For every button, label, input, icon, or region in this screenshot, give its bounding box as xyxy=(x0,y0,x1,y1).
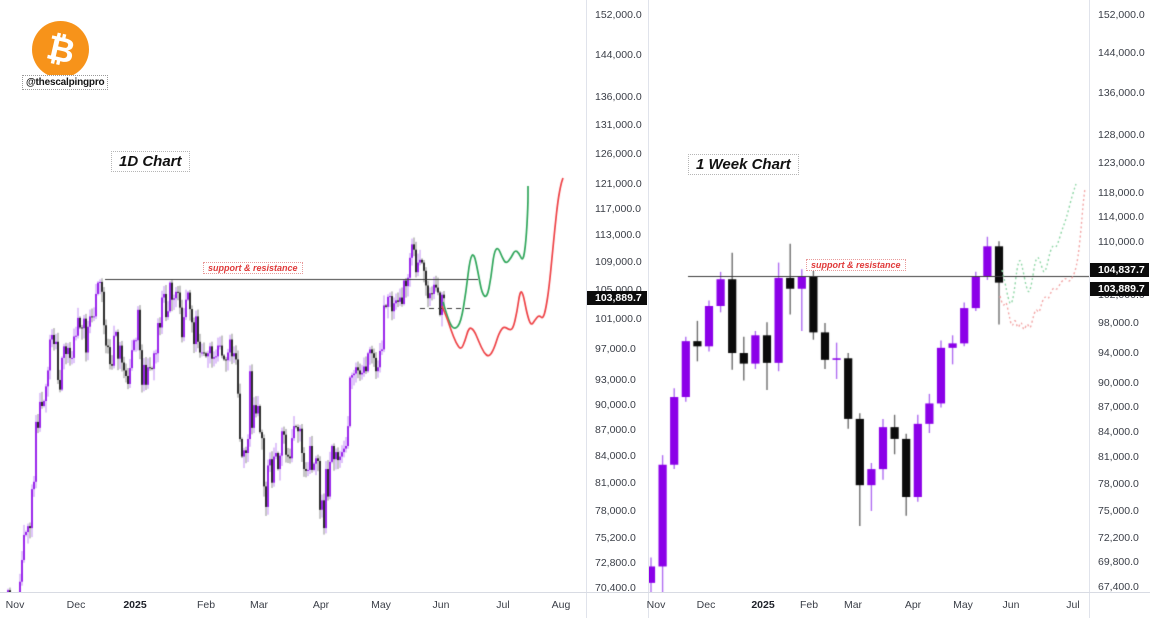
time-tick-label: May xyxy=(371,599,391,611)
price-tick-label: 84,000.0 xyxy=(1098,425,1139,438)
time-tick-label: Jul xyxy=(1066,599,1080,611)
price-tick-label: 72,200.0 xyxy=(1098,532,1139,545)
price-tick-label: 78,000.0 xyxy=(1098,477,1139,490)
price-tick-label: 75,200.0 xyxy=(595,532,636,545)
weekly-chart-title[interactable]: 1 Week Chart xyxy=(688,154,799,175)
price-tick-label: 152,000.0 xyxy=(595,8,642,21)
price-badge: 104,837.7 xyxy=(1089,263,1149,278)
price-tick-label: 152,000.0 xyxy=(1098,8,1145,21)
daily-price-axis[interactable]: 152,000.0 144,000.0 136,000.0 131,000.0 126,… xyxy=(586,0,648,594)
time-tick-label: Dec xyxy=(66,599,86,611)
time-tick-label: Nov xyxy=(5,599,25,611)
price-tick-label: 70,400.0 xyxy=(595,581,636,594)
daily-chart-title[interactable]: 1D Chart xyxy=(111,151,190,172)
price-tick-label: 75,000.0 xyxy=(1098,505,1139,518)
price-tick-label: 114,000.0 xyxy=(1098,210,1144,223)
time-axis-separator xyxy=(0,592,1150,593)
price-tick-label: 78,000.0 xyxy=(595,505,636,518)
time-tick-label: Mar xyxy=(249,599,269,611)
price-tick-label: 144,000.0 xyxy=(595,48,642,61)
daily-chart-plot[interactable] xyxy=(0,0,586,592)
price-tick-label: 90,000.0 xyxy=(595,398,636,411)
price-tick-label: 144,000.0 xyxy=(1098,46,1145,59)
price-tick-label: 97,000.0 xyxy=(595,342,636,355)
time-tick-label: Jun xyxy=(1002,599,1020,611)
weekly-chart-plot[interactable] xyxy=(648,0,1089,592)
price-tick-label: 90,000.0 xyxy=(1098,377,1139,390)
price-tick-label: 84,000.0 xyxy=(595,450,636,463)
price-tick-label: 136,000.0 xyxy=(595,91,642,104)
axis-separator xyxy=(586,0,587,618)
time-tick-label: 2025 xyxy=(123,599,147,611)
price-tick-label: 117,000.0 xyxy=(595,203,641,216)
price-tick-label: 110,000.0 xyxy=(1098,235,1144,248)
price-tick-label: 126,000.0 xyxy=(595,148,642,161)
weekly-price-axis[interactable]: 152,000.0 144,000.0 136,000.0 128,000.0 123,… xyxy=(1089,0,1150,593)
time-tick-label: May xyxy=(953,599,973,611)
price-tick-label: 123,000.0 xyxy=(1098,157,1145,170)
time-tick-label: Apr xyxy=(312,599,330,611)
price-badge: 103,889.7 xyxy=(1089,281,1149,296)
price-tick-label: 69,800.0 xyxy=(1098,555,1139,568)
price-tick-label: 94,000.0 xyxy=(1098,346,1139,359)
bitcoin-logo: ₿ xyxy=(32,21,89,78)
watermark-handle: @thescalpingpro xyxy=(22,75,109,90)
time-tick-label: 2025 xyxy=(751,599,775,611)
time-tick-label: Jul xyxy=(496,599,510,611)
price-tick-label: 93,000.0 xyxy=(595,374,636,387)
panel-separator xyxy=(648,0,649,618)
time-tick-label: Feb xyxy=(196,599,216,611)
price-tick-label: 109,000.0 xyxy=(595,256,642,269)
price-tick-label: 101,000.0 xyxy=(595,312,642,325)
price-tick-label: 87,000.0 xyxy=(1098,400,1139,413)
price-tick-label: 121,000.0 xyxy=(595,178,642,191)
price-badge: 103,889.7 xyxy=(586,291,647,306)
time-tick-label: Jun xyxy=(432,599,450,611)
price-tick-label: 136,000.0 xyxy=(1098,86,1145,99)
time-tick-label: Mar xyxy=(843,599,863,611)
time-tick-label: Feb xyxy=(799,599,819,611)
price-tick-label: 67,400.0 xyxy=(1098,580,1139,593)
price-tick-label: 128,000.0 xyxy=(1098,129,1145,142)
support-resistance-label-weekly[interactable]: support & resistance xyxy=(806,259,906,271)
price-tick-label: 72,800.0 xyxy=(595,556,636,569)
time-tick-label: Aug xyxy=(551,599,571,611)
price-tick-label: 81,000.0 xyxy=(595,477,636,490)
axis-separator xyxy=(1089,0,1090,618)
time-tick-label: Dec xyxy=(696,599,716,611)
bitcoin-icon: ₿ xyxy=(42,27,79,72)
price-tick-label: 118,000.0 xyxy=(1098,186,1144,199)
price-tick-label: 98,000.0 xyxy=(1098,317,1139,330)
time-tick-label: Nov xyxy=(646,599,666,611)
time-tick-label: Apr xyxy=(904,599,922,611)
price-tick-label: 87,000.0 xyxy=(595,423,636,436)
price-tick-label: 113,000.0 xyxy=(595,229,641,242)
price-tick-label: 131,000.0 xyxy=(595,119,642,132)
support-resistance-label-daily[interactable]: support & resistance xyxy=(203,262,303,274)
price-tick-label: 81,000.0 xyxy=(1098,451,1139,464)
